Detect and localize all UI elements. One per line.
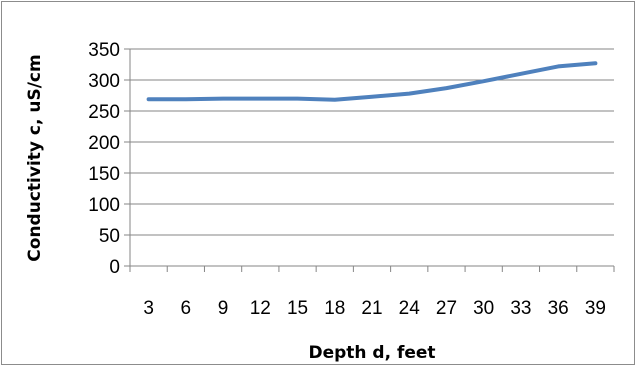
x-tick-label-39: 39 <box>585 298 606 319</box>
x-tick-label-21: 21 <box>361 298 382 319</box>
data-point-27 <box>446 88 447 89</box>
series-line-0 <box>146 61 598 102</box>
y-tick-label-350: 350 <box>88 40 120 61</box>
gridlines <box>130 48 614 236</box>
x-tick-label-33: 33 <box>510 298 531 319</box>
y-tick-label-100: 100 <box>88 195 120 216</box>
x-tick-label-24: 24 <box>399 298 421 319</box>
data-point-18 <box>334 99 335 100</box>
data-point-12 <box>260 98 261 99</box>
x-tick-label-12: 12 <box>250 298 271 319</box>
x-tick-label-36: 36 <box>548 298 569 319</box>
y-tick-label-150: 150 <box>88 164 120 185</box>
x-tick-label-6: 6 <box>181 298 192 319</box>
data-point-39 <box>595 63 596 64</box>
axes <box>124 48 615 272</box>
y-tick-label-300: 300 <box>88 71 120 92</box>
x-tick-label-3: 3 <box>143 298 154 319</box>
x-axis-title: Depth d, feet <box>308 343 435 363</box>
series-layer <box>146 61 598 102</box>
x-tick-label-27: 27 <box>436 298 457 319</box>
data-point-6 <box>185 99 186 100</box>
data-point-36 <box>558 66 559 67</box>
data-point-24 <box>409 93 410 94</box>
data-point-15 <box>297 98 298 99</box>
data-point-33 <box>520 73 521 74</box>
x-tick-labels: 3 6 9 12 15 18 21 24 27 30 33 36 39 <box>143 298 606 319</box>
y-tick-label-50: 50 <box>99 226 120 247</box>
y-tick-label-0: 0 <box>109 257 120 278</box>
x-tick-label-15: 15 <box>287 298 308 319</box>
x-tick-label-30: 30 <box>473 298 494 319</box>
y-tick-label-250: 250 <box>88 102 120 123</box>
y-tick-label-200: 200 <box>88 133 120 154</box>
x-tick-label-18: 18 <box>324 298 345 319</box>
data-point-30 <box>483 81 484 82</box>
y-tick-labels: 0 50 100 150 200 250 300 350 <box>88 40 120 278</box>
data-point-3 <box>148 99 149 100</box>
data-point-21 <box>372 96 373 97</box>
x-tick-label-9: 9 <box>218 298 229 319</box>
data-point-9 <box>223 98 224 99</box>
y-axis-title: Conductivity c, uS/cm <box>25 54 45 261</box>
